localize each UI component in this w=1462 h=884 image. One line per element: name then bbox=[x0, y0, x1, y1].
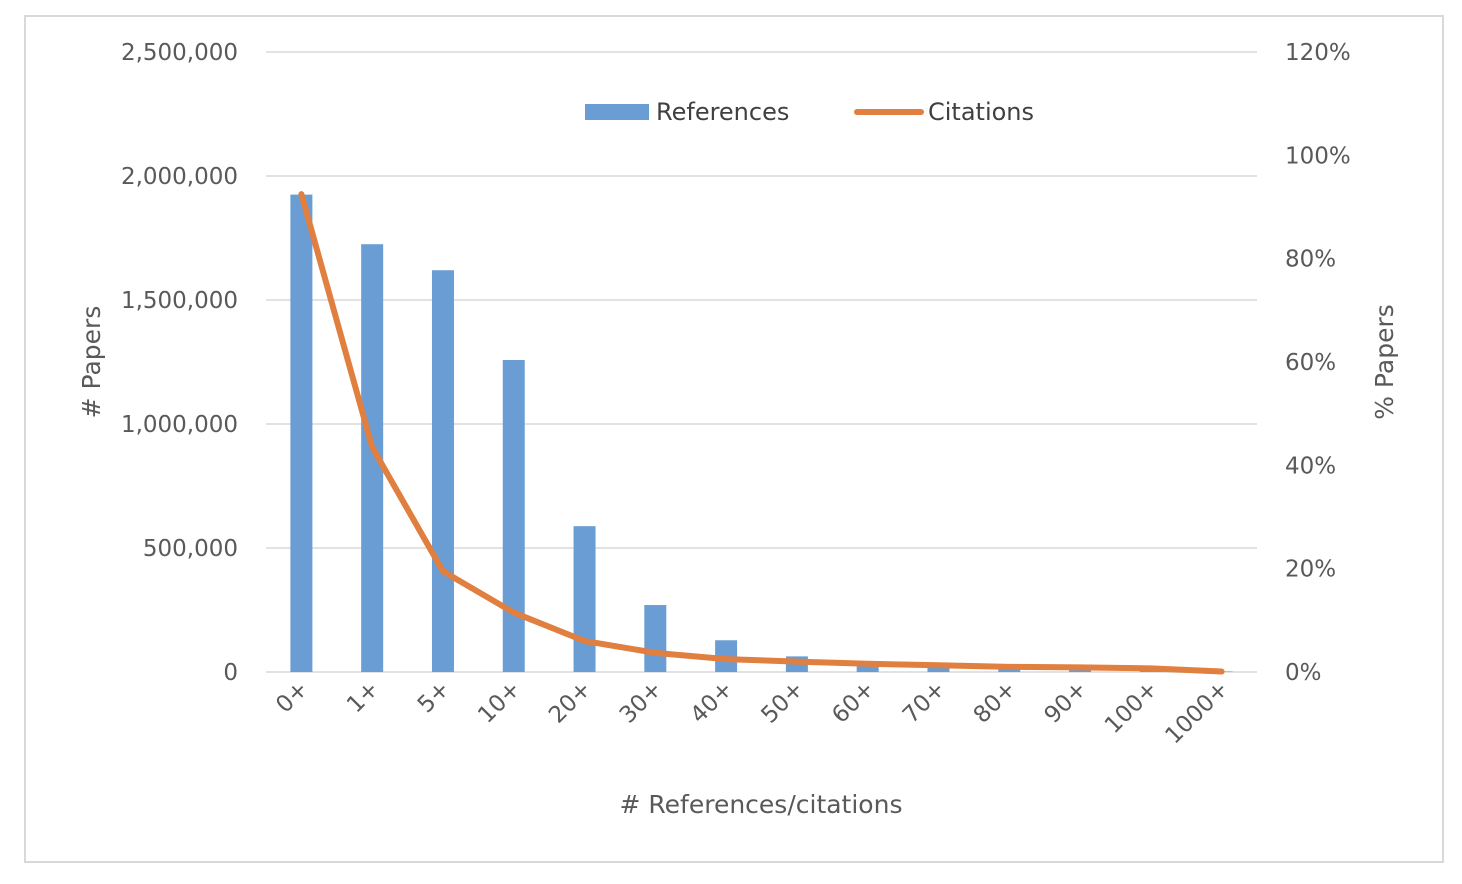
x-tick-label: 5+ bbox=[413, 676, 455, 718]
y2-tick-label: 60% bbox=[1285, 350, 1336, 376]
legend-swatch-references bbox=[585, 104, 649, 120]
chart-frame bbox=[24, 15, 1444, 863]
x-tick-label: 20+ bbox=[544, 676, 597, 729]
y-tick-label: 500,000 bbox=[143, 536, 238, 562]
bar-references bbox=[502, 360, 525, 672]
x-tick-label: 40+ bbox=[686, 676, 739, 729]
bar-references bbox=[431, 270, 454, 672]
bars-references bbox=[290, 194, 1233, 672]
y-tick-label: 0 bbox=[223, 660, 238, 686]
bar-references bbox=[361, 244, 384, 672]
legend-label-references: References bbox=[656, 98, 789, 126]
y-tick-label: 2,000,000 bbox=[121, 164, 238, 190]
x-tick-label: 60+ bbox=[827, 676, 880, 729]
line-citations-path bbox=[298, 191, 1225, 675]
y2-tick-label: 0% bbox=[1285, 660, 1322, 686]
y-tick-label: 1,500,000 bbox=[121, 288, 238, 314]
y-axis-ticks: 0 500,000 1,000,000 1,500,000 2,000,000 2,500… bbox=[121, 40, 238, 686]
x-tick-label: 0+ bbox=[271, 676, 313, 718]
y2-axis-ticks: 0% 20% 40% 60% 80% 100% 120% bbox=[1285, 40, 1351, 686]
x-tick-label: 100+ bbox=[1100, 676, 1163, 739]
x-axis-ticks: 0+ 1+ 5+ 10+ 20+ 30+ 40+ 50+ 60+ 70+ 80+ 90+ 100+100… bbox=[271, 676, 1234, 749]
x-tick-label: 80+ bbox=[969, 676, 1022, 729]
x-tick-label: 70+ bbox=[898, 676, 951, 729]
y2-tick-label: 40% bbox=[1285, 453, 1336, 479]
y-tick-label: 2,500,000 bbox=[121, 40, 238, 66]
x-tick-label: 90+ bbox=[1040, 676, 1093, 729]
legend-label-citations: Citations bbox=[928, 98, 1034, 126]
x-tick-label: 30+ bbox=[615, 676, 668, 729]
y2-tick-label: 20% bbox=[1285, 557, 1336, 583]
line-citations bbox=[298, 191, 1225, 675]
y2-tick-label: 120% bbox=[1285, 40, 1351, 66]
gridlines bbox=[266, 51, 1257, 673]
bar-references bbox=[927, 667, 950, 672]
bar-references bbox=[644, 605, 667, 672]
x-tick-label: 1+ bbox=[342, 676, 384, 718]
x-tick-label: 10+ bbox=[473, 676, 526, 729]
x-tick-label: 50+ bbox=[756, 676, 809, 729]
x-tick-label: 1000+ bbox=[1160, 676, 1233, 749]
bar-references bbox=[998, 669, 1021, 672]
x-axis-title: # References/citations bbox=[620, 790, 903, 819]
bar-references bbox=[573, 526, 596, 672]
bar-references bbox=[290, 194, 313, 672]
y-axis-title: # Papers bbox=[77, 306, 106, 419]
y2-tick-label: 100% bbox=[1285, 143, 1351, 169]
legend: References Citations bbox=[585, 98, 1034, 126]
bar-references bbox=[1069, 670, 1092, 672]
bar-references bbox=[856, 663, 879, 672]
y-tick-label: 1,000,000 bbox=[121, 412, 238, 438]
y2-axis-title: % Papers bbox=[1370, 304, 1399, 420]
y2-tick-label: 80% bbox=[1285, 247, 1336, 273]
